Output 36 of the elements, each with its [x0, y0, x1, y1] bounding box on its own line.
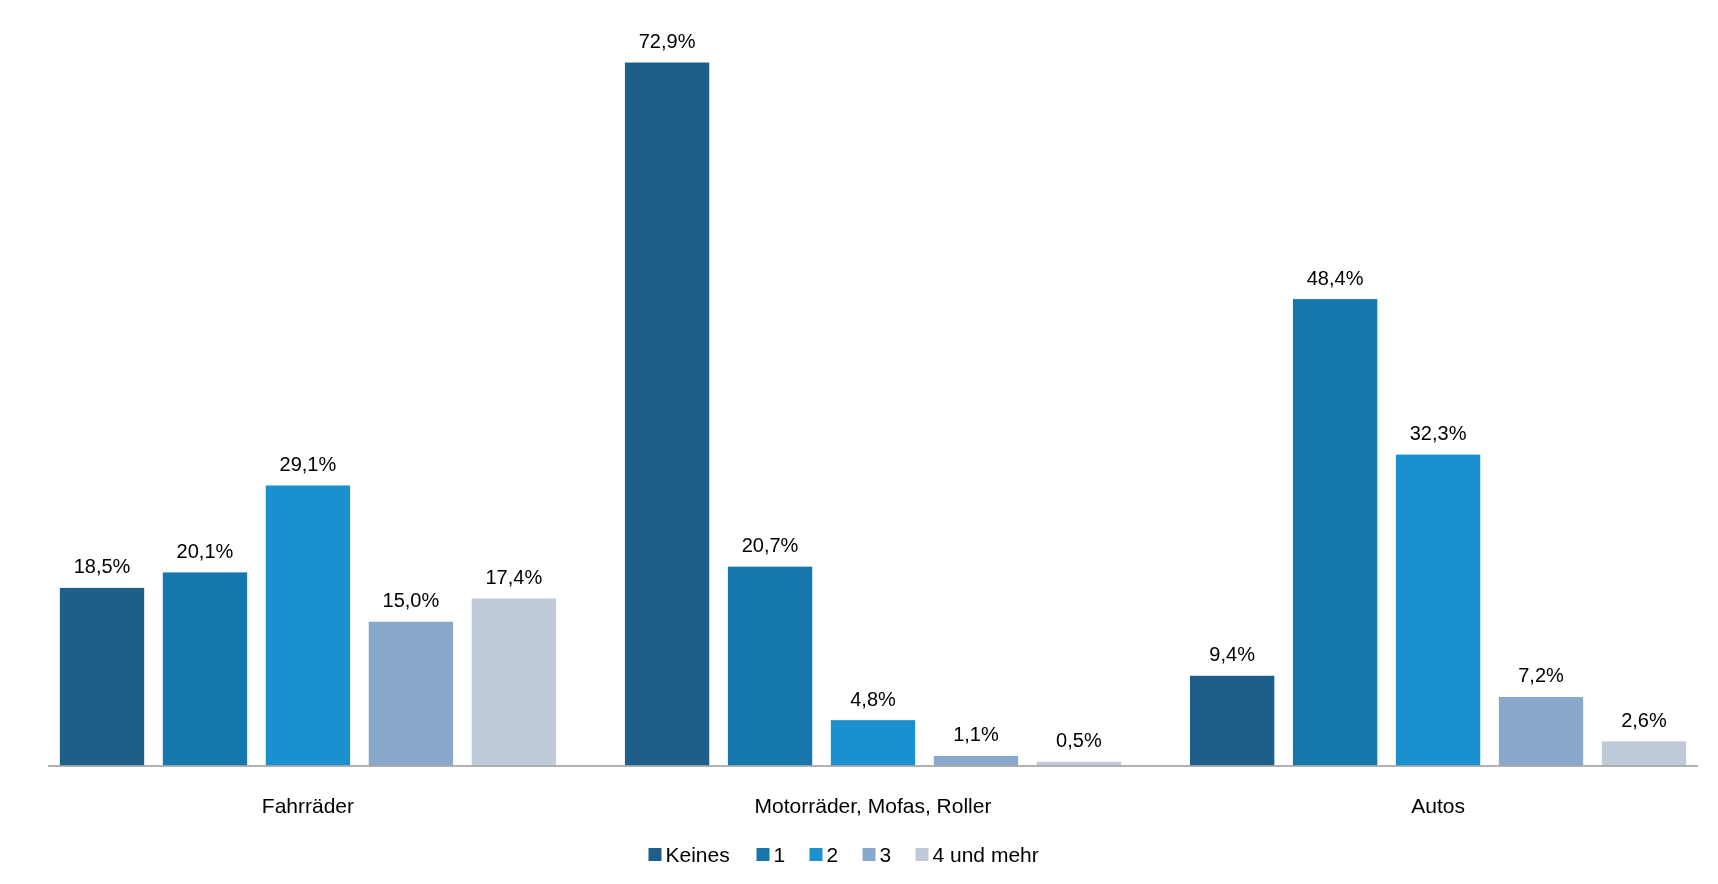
- legend-label: 4 und mehr: [932, 843, 1039, 866]
- data-label: 7,2%: [1518, 664, 1565, 687]
- bar: [1188, 674, 1276, 767]
- legend-label: 1: [773, 843, 786, 866]
- data-label: 0,5%: [1056, 729, 1102, 752]
- bar: [623, 61, 711, 767]
- bar: [1497, 695, 1585, 767]
- bar: [829, 719, 917, 767]
- bar: [1291, 298, 1379, 767]
- legend-label: 3: [879, 843, 892, 866]
- x-tick-label: Fahrräder: [261, 794, 355, 817]
- data-label: 32,3%: [1409, 422, 1467, 445]
- bar: [726, 565, 814, 767]
- data-label: 17,4%: [485, 565, 543, 588]
- bar: [264, 484, 352, 767]
- data-label: 9,4%: [1209, 643, 1256, 666]
- legend-label: Keines: [665, 843, 730, 866]
- data-label: 2,6%: [1621, 708, 1667, 731]
- data-label: 20,7%: [741, 534, 799, 557]
- data-label: 72,9%: [638, 30, 696, 52]
- legend-label: 2: [826, 843, 839, 866]
- x-tick-label: Motorräder, Mofas, Roller: [754, 794, 992, 817]
- data-label: 4,8%: [850, 687, 897, 710]
- data-label: 48,4%: [1306, 266, 1364, 289]
- bar: [1394, 453, 1482, 767]
- bar: [161, 571, 249, 767]
- data-label: 29,1%: [279, 452, 337, 475]
- data-label: 15,0%: [382, 589, 440, 612]
- bar: [470, 597, 558, 767]
- data-label: 1,1%: [953, 723, 999, 746]
- bar: [367, 620, 455, 767]
- bar: [58, 586, 146, 767]
- data-label: 20,1%: [176, 539, 234, 562]
- x-tick-label: Autos: [1411, 794, 1465, 817]
- data-label: 18,5%: [73, 555, 131, 578]
- bar: [1600, 740, 1688, 767]
